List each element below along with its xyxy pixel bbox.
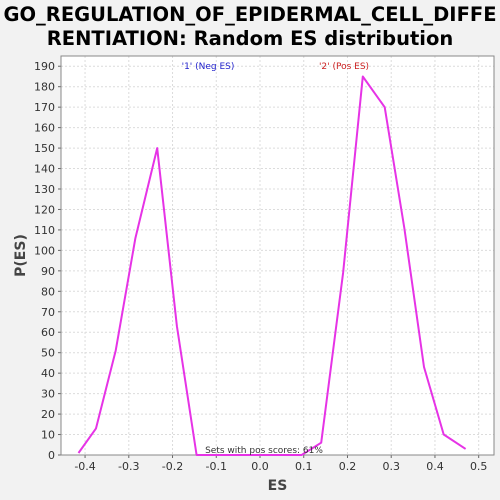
y-tick-label: 150 bbox=[34, 142, 55, 155]
y-tick-label: 30 bbox=[41, 388, 55, 401]
chart-title-line1: GO_REGULATION_OF_EPIDERMAL_CELL_DIFFE bbox=[3, 3, 497, 26]
y-tick-label: 20 bbox=[41, 408, 55, 421]
y-tick-label: 40 bbox=[41, 367, 55, 380]
x-tick-label: 0.1 bbox=[295, 460, 313, 473]
y-axis-label: P(ES) bbox=[13, 234, 29, 277]
y-tick-label: 190 bbox=[34, 60, 55, 73]
y-tick-label: 50 bbox=[41, 347, 55, 360]
x-tick-label: -0.2 bbox=[162, 460, 183, 473]
y-tick-label: 70 bbox=[41, 306, 55, 319]
x-tick-label: -0.4 bbox=[74, 460, 95, 473]
x-tick-label: 0.0 bbox=[251, 460, 269, 473]
y-tick-label: 10 bbox=[41, 429, 55, 442]
pos-score-annotation: Sets with pos scores: 61% bbox=[205, 446, 323, 456]
chart-title-line2: RENTIATION: Random ES distribution bbox=[46, 27, 454, 50]
y-tick-label: 110 bbox=[34, 224, 55, 237]
y-tick-label: 170 bbox=[34, 101, 55, 114]
x-tick-label: -0.3 bbox=[118, 460, 139, 473]
es-distribution-line bbox=[77, 75, 467, 456]
y-tick-label: 90 bbox=[41, 265, 55, 278]
x-tick-label: -0.1 bbox=[206, 460, 227, 473]
y-tick-label: 80 bbox=[41, 285, 55, 298]
x-tick-label: 0.5 bbox=[470, 460, 488, 473]
y-tick-label: 100 bbox=[34, 244, 55, 257]
plot-background bbox=[61, 56, 494, 455]
y-tick-label: 140 bbox=[34, 163, 55, 176]
y-tick-label: 60 bbox=[41, 326, 55, 339]
y-tick-label: 160 bbox=[34, 122, 55, 135]
x-tick-label: 0.4 bbox=[426, 460, 444, 473]
neg-es-annotation: '1' (Neg ES) bbox=[182, 62, 235, 72]
x-tick-label: 0.3 bbox=[382, 460, 400, 473]
y-tick-label: 130 bbox=[34, 183, 55, 196]
pos-es-annotation: '2' (Pos ES) bbox=[319, 62, 369, 72]
x-tick-label: 0.2 bbox=[339, 460, 357, 473]
y-tick-label: 0 bbox=[48, 449, 55, 462]
y-tick-label: 120 bbox=[34, 203, 55, 216]
x-axis-label: ES bbox=[268, 478, 288, 494]
y-tick-label: 180 bbox=[34, 81, 55, 94]
